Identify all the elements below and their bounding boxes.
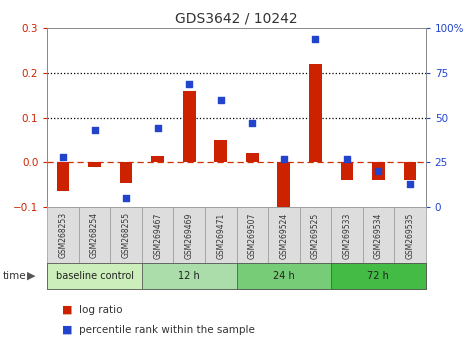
Bar bbox=[403, 162, 416, 180]
Text: GSM269467: GSM269467 bbox=[153, 212, 162, 259]
Point bbox=[154, 126, 161, 131]
Bar bbox=[341, 162, 353, 180]
Bar bbox=[47, 207, 79, 264]
Bar bbox=[372, 162, 385, 180]
Text: GDS3642 / 10242: GDS3642 / 10242 bbox=[175, 11, 298, 25]
Text: GSM268254: GSM268254 bbox=[90, 212, 99, 258]
Bar bbox=[47, 263, 142, 289]
Text: GSM269535: GSM269535 bbox=[405, 212, 414, 259]
Bar bbox=[299, 207, 331, 264]
Point bbox=[248, 120, 256, 126]
Point bbox=[123, 195, 130, 201]
Point bbox=[343, 156, 350, 162]
Bar bbox=[214, 140, 227, 162]
Text: ■: ■ bbox=[61, 325, 72, 335]
Text: GSM269533: GSM269533 bbox=[342, 212, 351, 259]
Point bbox=[91, 127, 98, 133]
Bar bbox=[120, 162, 132, 183]
Text: GSM269469: GSM269469 bbox=[184, 212, 194, 259]
Text: 24 h: 24 h bbox=[273, 271, 295, 281]
Bar bbox=[268, 207, 299, 264]
Text: GSM269471: GSM269471 bbox=[216, 212, 225, 258]
Text: 72 h: 72 h bbox=[368, 271, 389, 281]
Text: ▶: ▶ bbox=[27, 271, 36, 281]
Bar bbox=[394, 207, 426, 264]
Bar bbox=[278, 162, 290, 209]
Text: GSM269525: GSM269525 bbox=[311, 212, 320, 258]
Bar bbox=[183, 91, 195, 162]
Bar bbox=[309, 64, 322, 162]
Text: GSM268253: GSM268253 bbox=[59, 212, 68, 258]
Bar bbox=[88, 162, 101, 167]
Bar bbox=[174, 207, 205, 264]
Text: time: time bbox=[2, 271, 26, 281]
Point bbox=[185, 81, 193, 87]
Bar bbox=[151, 156, 164, 162]
Text: log ratio: log ratio bbox=[79, 305, 123, 315]
Bar bbox=[331, 263, 426, 289]
Bar bbox=[331, 207, 363, 264]
Point bbox=[59, 154, 67, 160]
Text: ■: ■ bbox=[61, 305, 72, 315]
Text: GSM269534: GSM269534 bbox=[374, 212, 383, 259]
Text: percentile rank within the sample: percentile rank within the sample bbox=[79, 325, 255, 335]
Bar bbox=[57, 162, 70, 192]
Bar bbox=[79, 207, 110, 264]
Point bbox=[406, 181, 414, 187]
Point bbox=[280, 156, 288, 162]
Text: GSM269524: GSM269524 bbox=[279, 212, 289, 258]
Text: GSM269507: GSM269507 bbox=[248, 212, 257, 259]
Bar bbox=[236, 263, 331, 289]
Bar bbox=[246, 154, 259, 162]
Point bbox=[375, 169, 382, 174]
Bar bbox=[363, 207, 394, 264]
Point bbox=[312, 36, 319, 42]
Text: 12 h: 12 h bbox=[178, 271, 200, 281]
Point bbox=[217, 97, 225, 103]
Bar bbox=[236, 207, 268, 264]
Text: baseline control: baseline control bbox=[56, 271, 133, 281]
Bar bbox=[205, 207, 236, 264]
Bar bbox=[142, 263, 236, 289]
Text: GSM268255: GSM268255 bbox=[122, 212, 131, 258]
Bar bbox=[110, 207, 142, 264]
Bar bbox=[142, 207, 174, 264]
